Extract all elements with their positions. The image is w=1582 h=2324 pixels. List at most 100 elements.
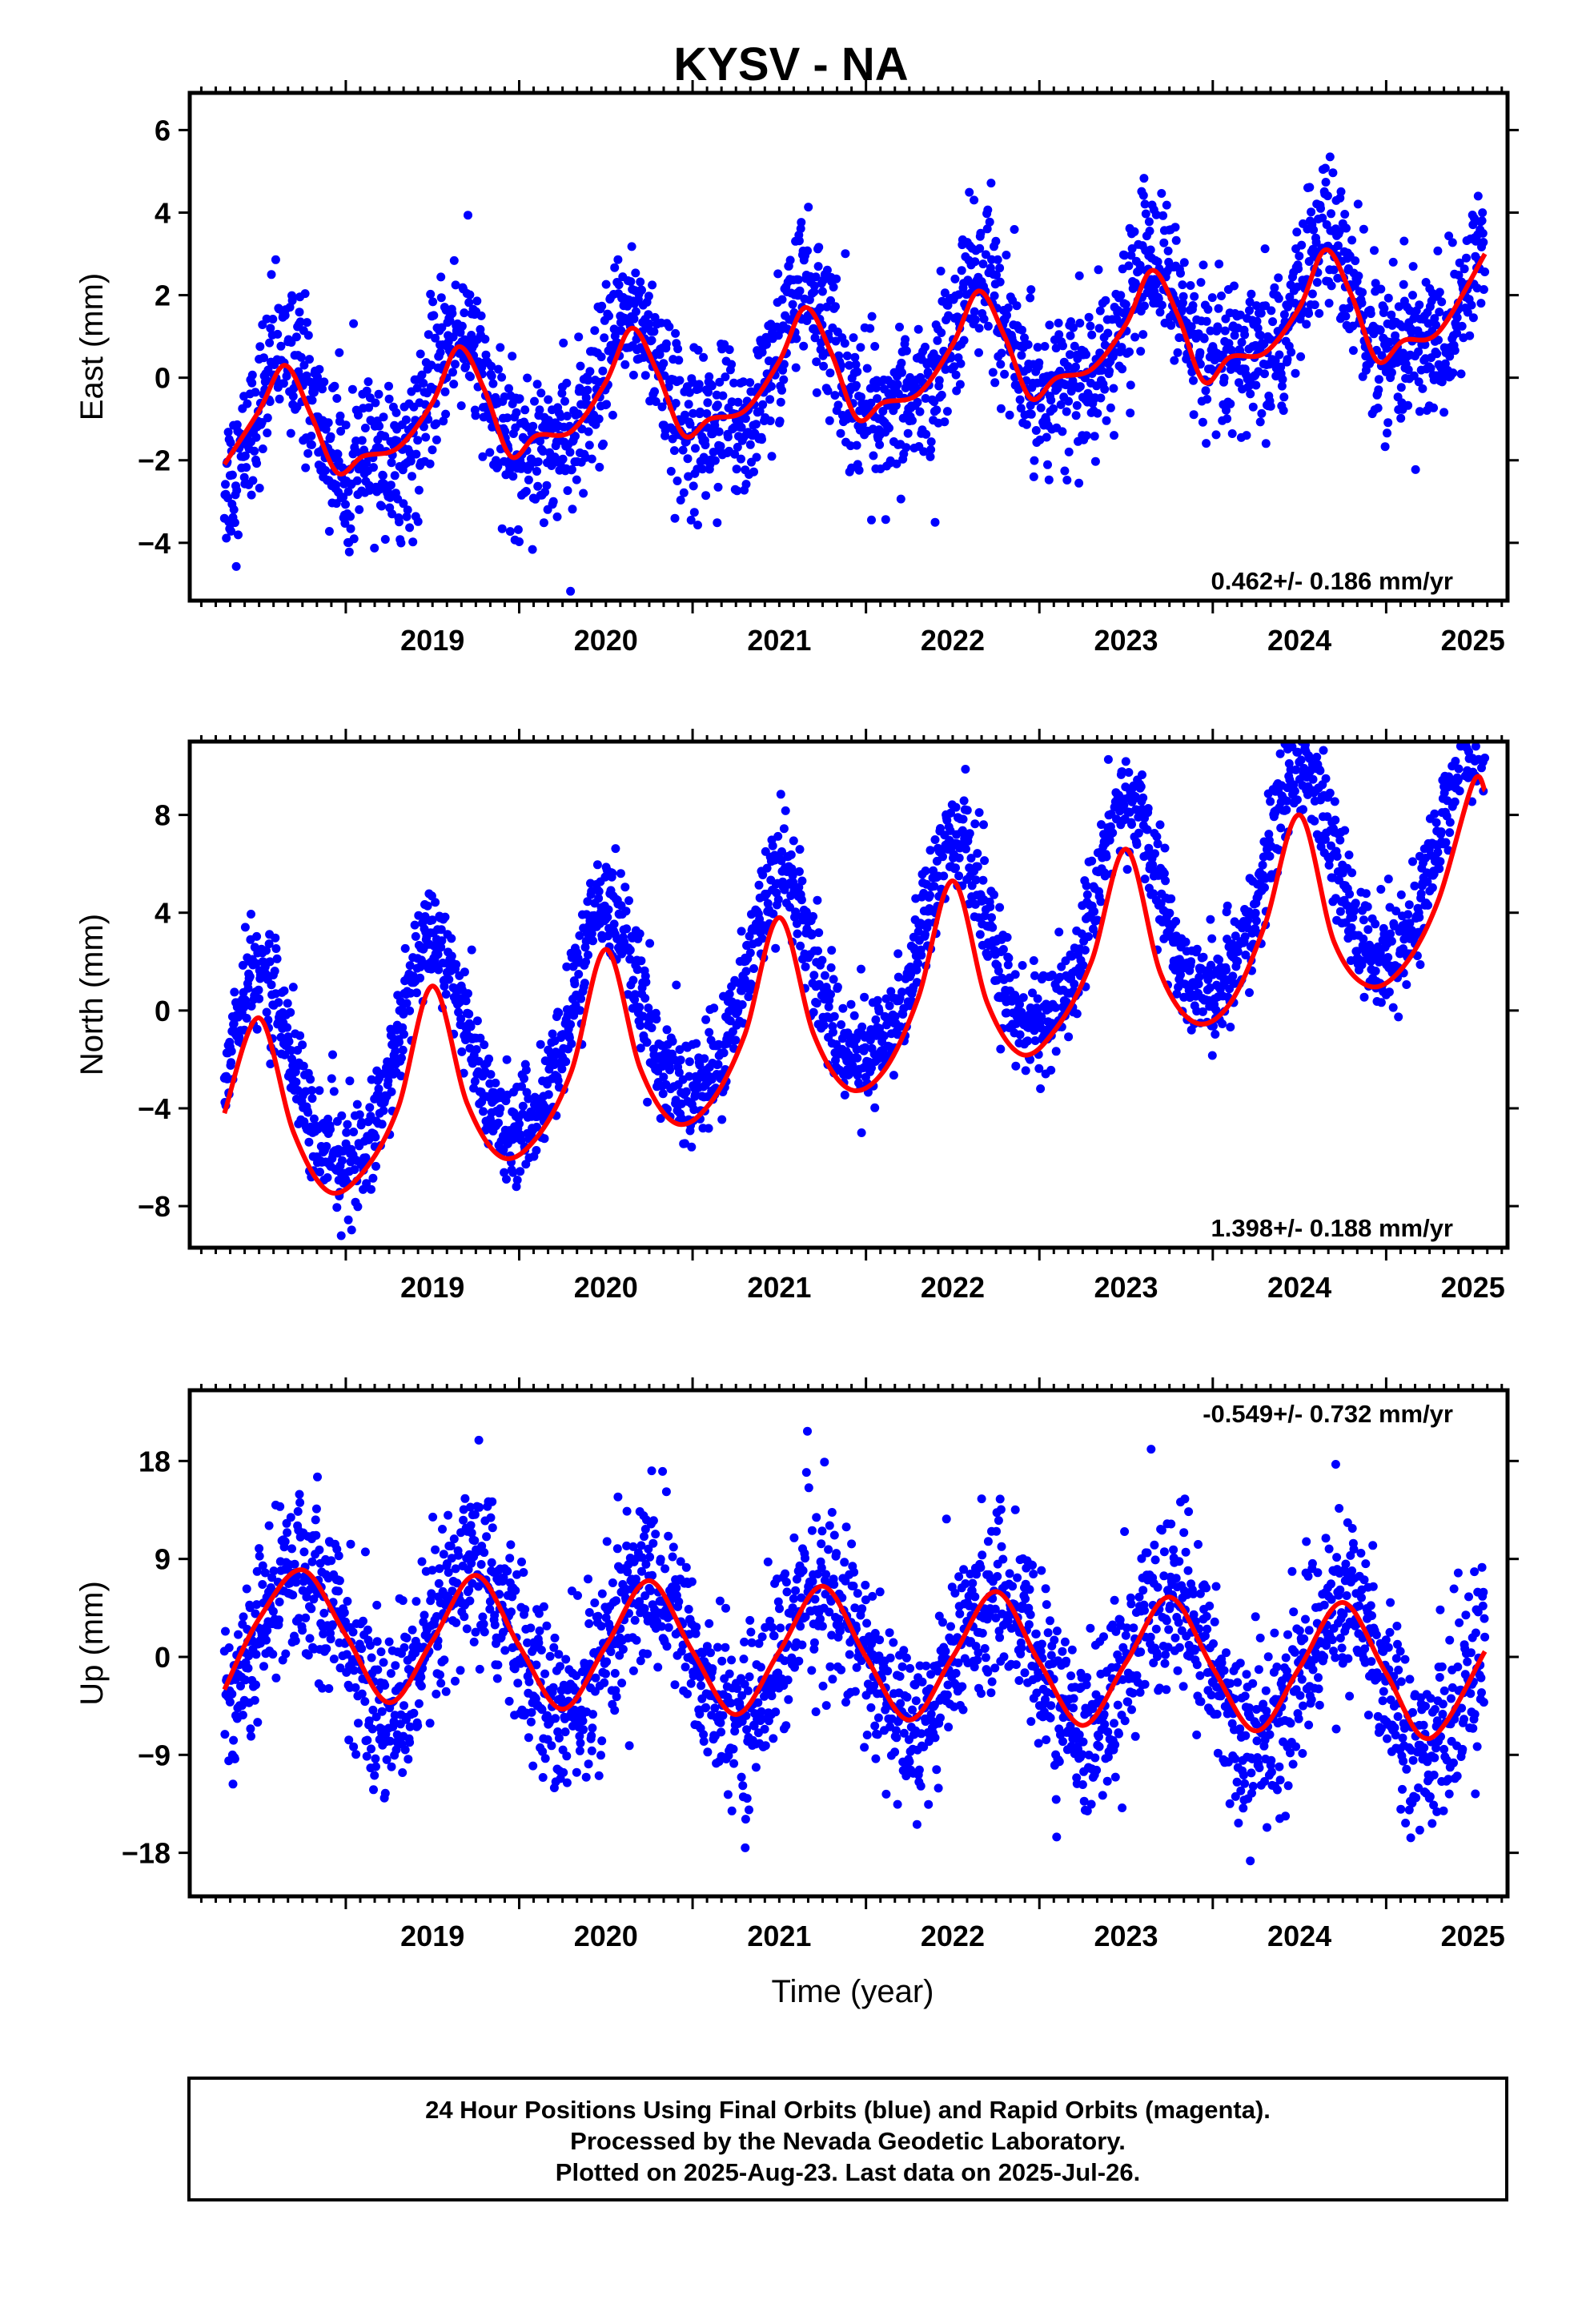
data-point (751, 420, 761, 429)
data-point (1186, 322, 1196, 332)
data-point (1479, 238, 1488, 247)
east-rate-label: 0.462+/- 0.186 mm/yr (1211, 567, 1453, 595)
data-point (880, 1031, 889, 1040)
data-point (457, 1047, 467, 1056)
data-point (251, 432, 261, 442)
data-point (1043, 460, 1052, 469)
data-point (223, 428, 233, 437)
data-point (693, 345, 703, 355)
data-point (1094, 324, 1104, 333)
data-point (1379, 304, 1389, 313)
east-plot-area (190, 93, 1508, 601)
data-point (508, 1168, 518, 1177)
data-point (341, 420, 351, 430)
data-point (344, 547, 354, 557)
data-point (291, 1068, 300, 1076)
data-point (562, 412, 572, 420)
data-point (809, 281, 819, 291)
data-point (400, 1030, 408, 1039)
data-point (1256, 331, 1266, 340)
data-point (271, 933, 280, 943)
data-point (1374, 385, 1383, 395)
data-point (1377, 351, 1387, 360)
data-point (1473, 191, 1483, 201)
data-point (870, 342, 880, 351)
data-point (1163, 246, 1173, 255)
data-point (996, 360, 1006, 369)
data-point (813, 946, 822, 955)
data-point (792, 910, 801, 919)
data-point (1261, 439, 1271, 448)
data-point (1348, 346, 1358, 356)
data-point (1090, 432, 1099, 441)
data-point (575, 931, 584, 940)
data-point (901, 443, 911, 452)
data-point (1195, 972, 1204, 982)
data-point (994, 967, 1003, 975)
data-point (1075, 382, 1085, 392)
data-point (1415, 407, 1424, 416)
data-point (1199, 334, 1209, 344)
data-point (436, 943, 446, 952)
data-point (986, 902, 995, 911)
data-point (384, 394, 394, 404)
data-point (1054, 927, 1064, 937)
data-point (414, 485, 424, 495)
data-point (1394, 302, 1403, 312)
data-point (885, 424, 893, 432)
data-point (1140, 301, 1149, 311)
data-point (1439, 408, 1449, 417)
data-point (1030, 971, 1039, 980)
data-point (1340, 210, 1350, 219)
data-point (437, 936, 447, 946)
data-point (465, 1043, 475, 1053)
data-point (913, 959, 923, 968)
data-point (1178, 298, 1187, 308)
data-point (649, 327, 659, 336)
data-point (1285, 292, 1295, 302)
data-point (488, 379, 498, 388)
data-point (959, 336, 969, 345)
data-point (576, 994, 586, 1003)
data-point (704, 1124, 713, 1133)
data-point (1045, 320, 1054, 330)
data-point (1078, 961, 1088, 970)
data-point (1344, 850, 1354, 860)
data-point (895, 322, 904, 332)
data-point (957, 266, 966, 275)
data-point (642, 1038, 652, 1047)
data-point (1012, 301, 1022, 311)
data-point (573, 409, 583, 419)
data-point (813, 262, 823, 271)
data-point (334, 456, 343, 466)
data-point (1035, 435, 1045, 444)
data-point (1205, 983, 1215, 992)
data-point (791, 363, 801, 372)
data-point (1450, 346, 1460, 356)
data-point (1062, 476, 1072, 485)
data-point (1383, 428, 1391, 438)
data-point (571, 432, 580, 441)
data-point (502, 1055, 512, 1064)
data-point (432, 435, 441, 444)
data-point (1201, 386, 1211, 396)
data-point (303, 448, 313, 458)
data-point (987, 913, 996, 923)
data-point (601, 279, 611, 289)
data-point (669, 446, 679, 456)
data-point (1283, 355, 1292, 364)
data-point (998, 945, 1008, 954)
data-point (1074, 478, 1084, 488)
data-point (1077, 929, 1086, 939)
data-point (1138, 330, 1148, 340)
data-point (819, 361, 829, 371)
data-point (737, 927, 746, 936)
data-point (1351, 899, 1360, 908)
data-point (1051, 1047, 1061, 1056)
data-point (536, 1039, 545, 1049)
data-point (1140, 199, 1150, 209)
data-point (500, 1168, 509, 1177)
data-point (636, 1043, 645, 1053)
data-point (857, 964, 865, 974)
data-point (1251, 301, 1261, 311)
